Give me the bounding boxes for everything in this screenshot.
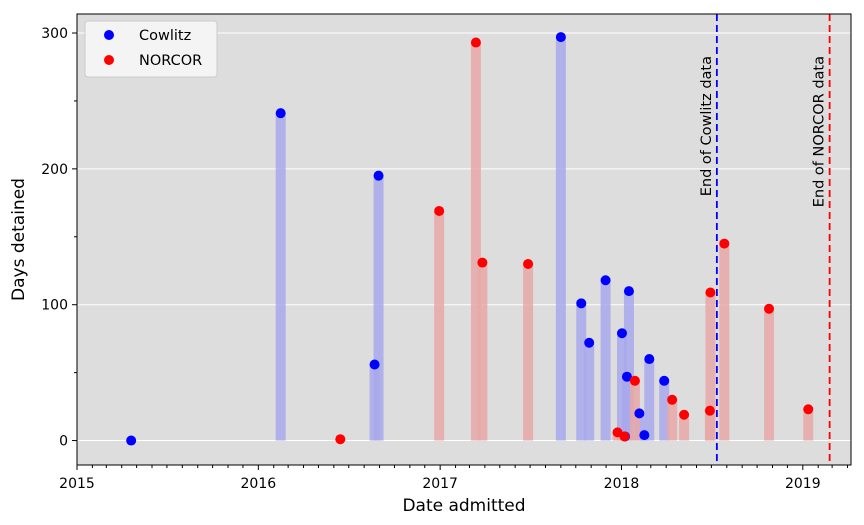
- point-norcor: [629, 375, 640, 386]
- point-cowlitz: [616, 328, 627, 339]
- legend-marker-norcor: [104, 55, 114, 65]
- point-cowlitz: [555, 32, 566, 43]
- reference-lines: End of Cowlitz data End of NORCOR data: [699, 14, 831, 465]
- bar-cowlitz: [555, 37, 566, 441]
- x-tick-label: 2019: [785, 476, 821, 492]
- bar-norcor: [705, 292, 716, 441]
- point-norcor: [705, 287, 716, 298]
- point-norcor: [719, 238, 730, 249]
- bar-cowlitz: [584, 342, 595, 441]
- point-norcor: [434, 205, 445, 216]
- y-axis-title: Days detained: [9, 178, 29, 301]
- point-cowlitz: [275, 108, 286, 119]
- legend-box: [84, 20, 218, 78]
- x-tick-label: 2018: [604, 476, 640, 492]
- legend-label-cowlitz: Cowlitz: [139, 28, 191, 44]
- point-norcor: [470, 37, 481, 48]
- y-tick-label: 200: [41, 162, 68, 178]
- point-norcor: [477, 257, 488, 268]
- point-cowlitz: [373, 170, 384, 181]
- y-tick-label: 0: [59, 434, 68, 450]
- bar-cowlitz: [275, 113, 286, 441]
- point-cowlitz: [659, 375, 670, 386]
- point-cowlitz: [369, 359, 380, 370]
- reference-line-label: End of NORCOR data: [812, 56, 828, 207]
- point-cowlitz: [621, 371, 632, 382]
- x-tick-label: 2015: [59, 476, 95, 492]
- point-cowlitz: [644, 354, 655, 365]
- legend-marker-cowlitz: [104, 30, 114, 40]
- point-cowlitz: [126, 435, 137, 446]
- point-norcor: [523, 258, 534, 269]
- bar-cowlitz: [373, 175, 384, 441]
- point-norcor: [803, 404, 814, 415]
- plot-background: [77, 14, 851, 465]
- plot-frame: [76, 13, 852, 466]
- legend: Cowlitz NORCOR: [84, 20, 218, 78]
- bar-norcor: [764, 308, 775, 441]
- bar-norcor: [629, 380, 640, 441]
- points-layer: [126, 32, 814, 446]
- point-cowlitz: [576, 298, 587, 309]
- point-norcor: [619, 431, 630, 442]
- point-norcor: [704, 405, 715, 416]
- bar-cowlitz: [600, 280, 611, 441]
- bar-norcor: [523, 263, 534, 441]
- y-axis: 0 100 200 300: [41, 26, 77, 450]
- point-norcor: [667, 394, 678, 405]
- point-norcor: [764, 303, 775, 314]
- x-axis-title: Date admitted: [402, 496, 525, 516]
- reference-line-label: End of Cowlitz data: [699, 56, 715, 196]
- x-axis: 2015 2016 2017 2018 2019: [59, 465, 849, 492]
- bar-cowlitz: [644, 359, 655, 441]
- point-cowlitz: [600, 275, 611, 286]
- legend-label-norcor: NORCOR: [139, 53, 202, 69]
- bar-norcor: [470, 42, 481, 441]
- bar-cowlitz: [659, 380, 670, 441]
- bar-norcor: [803, 409, 814, 441]
- bar-norcor: [679, 414, 690, 441]
- point-norcor: [335, 434, 346, 445]
- bar-cowlitz: [576, 303, 587, 441]
- y-tick-label: 300: [41, 26, 68, 42]
- point-cowlitz: [639, 430, 650, 441]
- bar-cowlitz: [623, 291, 634, 441]
- y-tick-label: 100: [41, 298, 68, 314]
- x-tick-label: 2016: [241, 476, 277, 492]
- bar-norcor: [719, 243, 730, 441]
- point-cowlitz: [584, 337, 595, 348]
- bar-norcor: [477, 262, 488, 441]
- x-tick-label: 2017: [422, 476, 458, 492]
- bar-norcor: [434, 210, 445, 441]
- point-cowlitz: [634, 408, 645, 419]
- bar-norcor: [667, 399, 678, 441]
- point-cowlitz: [623, 286, 634, 297]
- point-norcor: [679, 409, 690, 420]
